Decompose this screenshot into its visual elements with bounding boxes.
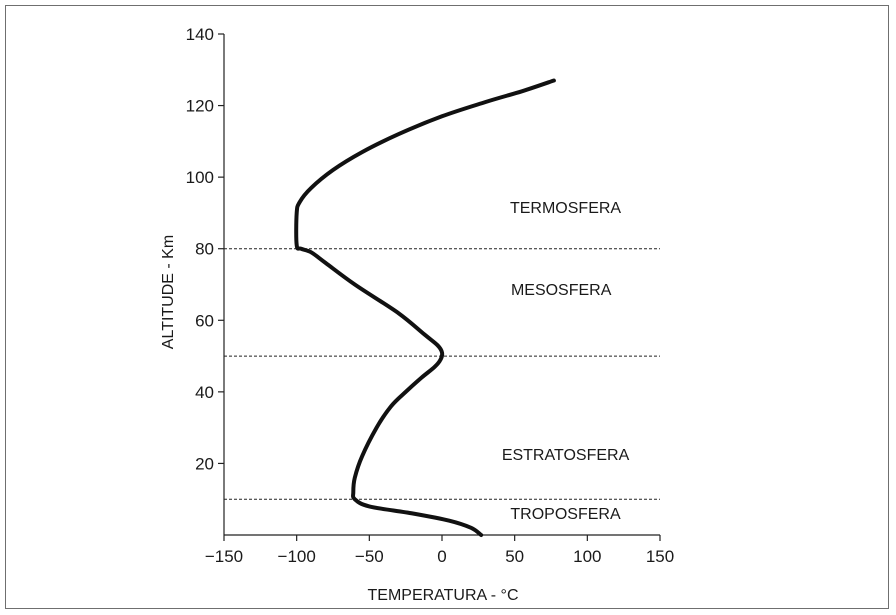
x-tick-label: −100: [278, 547, 316, 566]
y-tick-label: 140: [186, 25, 214, 44]
ticks: 20 40 60 80 100 120 140 −150 −100 −50 0 50 100 150: [186, 25, 675, 566]
y-tick-label: 100: [186, 168, 214, 187]
y-tick-label: 40: [195, 383, 214, 402]
y-tick-label: 60: [195, 311, 214, 330]
region-label-troposfera: TROPOSFERA: [510, 506, 621, 523]
x-tick-label: 50: [505, 547, 524, 566]
temperature-curve: [294, 78, 556, 537]
x-tick-label: 150: [646, 547, 674, 566]
x-axis-title: TEMPERATURA - °C: [368, 587, 519, 604]
figure-frame: [5, 5, 889, 609]
region-label-mesosfera: MESOSFERA: [511, 282, 612, 299]
x-tick-label: 100: [573, 547, 601, 566]
region-label-termosfera: TERMOSFERA: [510, 200, 621, 217]
region-label-estratosfera: ESTRATOSFERA: [502, 447, 630, 464]
x-tick-label: −50: [355, 547, 384, 566]
data-series: [294, 78, 556, 537]
region-labels: TERMOSFERA MESOSFERA ESTRATOSFERA TROPOSFER…: [502, 200, 630, 523]
y-axis-title: ALTITUDE - Km: [160, 235, 177, 349]
x-tick-label: 0: [437, 547, 446, 566]
y-tick-label: 20: [195, 454, 214, 473]
y-tick-label: 80: [195, 240, 214, 259]
x-tick-label: −150: [205, 547, 243, 566]
y-tick-label: 120: [186, 97, 214, 116]
